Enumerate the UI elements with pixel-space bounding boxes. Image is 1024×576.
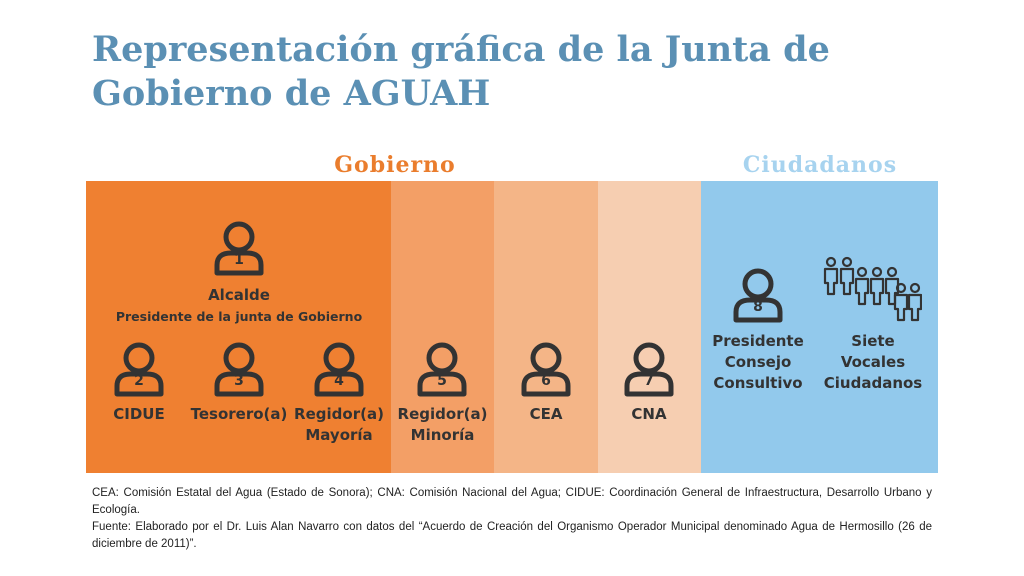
people-group-icon xyxy=(822,256,923,324)
member-regidor-minoria-line2: Minoría xyxy=(410,426,475,444)
vocales-line1: Siete xyxy=(851,332,895,350)
member-tesorero-person-icon: 3 xyxy=(213,341,265,397)
panel-gobierno xyxy=(86,181,391,473)
member-regidor-mayoria-line1: Regidor(a) xyxy=(294,405,384,423)
member-cea-number: 6 xyxy=(541,373,551,389)
member-tesorero-label: Tesorero(a) xyxy=(190,405,288,423)
vocales-ciudadanos-label: Siete Vocales Ciudadanos xyxy=(818,331,928,394)
section-label-ciudadanos: Ciudadanos xyxy=(742,152,898,178)
vocales-line2: Vocales xyxy=(840,353,906,371)
member-regidor-minoria-person-icon: 5 xyxy=(416,341,468,397)
member-cna-person-icon: 7 xyxy=(623,341,675,397)
vocales-line3: Ciudadanos xyxy=(823,374,923,392)
member-regidor-minoria-label: Regidor(a) Minoría xyxy=(392,404,493,446)
member-cna-number: 7 xyxy=(644,373,654,389)
footnote-abbreviations: CEA: Comisión Estatal del Agua (Estado d… xyxy=(92,487,932,516)
panel-ciudadanos xyxy=(701,181,938,473)
citizen-figure-icon xyxy=(823,256,839,296)
member-regidor-mayoria-line2: Mayoría xyxy=(305,426,373,444)
member-regidor-minoria-number: 5 xyxy=(437,373,447,389)
member-presidente-consejo-number: 8 xyxy=(753,299,763,315)
page-title: Representación gráfica de la Junta de Go… xyxy=(92,29,830,114)
member-presidente-consejo-line3: Consultivo xyxy=(713,374,803,392)
member-cidue-label: CIDUE xyxy=(113,405,165,423)
member-regidor-minoria-line1: Regidor(a) xyxy=(397,405,488,423)
member-cea-label: CEA xyxy=(529,405,563,423)
member-cna-label: CNA xyxy=(631,405,667,423)
member-regidor-mayoria-number: 4 xyxy=(334,373,344,389)
citizen-figure-icon xyxy=(884,266,900,306)
panel-cea xyxy=(494,181,598,473)
footnote-source: Fuente: Elaborado por el Dr. Luis Alan N… xyxy=(92,521,932,550)
member-regidor-mayoria-person-icon: 4 xyxy=(313,341,365,397)
member-alcalde-number: 1 xyxy=(234,252,244,268)
member-regidor-mayoria-label: Regidor(a) Mayoría xyxy=(289,404,389,446)
member-presidente-consejo-label: Presidente Consejo Consultivo xyxy=(708,331,808,394)
member-alcalde-label: Alcalde xyxy=(208,286,270,304)
member-cidue-number: 2 xyxy=(134,373,144,389)
footnote: CEA: Comisión Estatal del Agua (Estado d… xyxy=(92,485,932,553)
section-label-gobierno: Gobierno xyxy=(334,152,456,178)
citizen-figure-icon xyxy=(907,282,923,322)
member-tesorero-number: 3 xyxy=(234,373,244,389)
citizen-figure-icon xyxy=(869,266,885,306)
citizen-figure-icon xyxy=(854,266,870,306)
member-alcalde-person-icon: 1 xyxy=(213,220,265,276)
member-cea-person-icon: 6 xyxy=(520,341,572,397)
member-presidente-consejo-line2: Consejo xyxy=(724,353,792,371)
member-presidente-consejo-line1: Presidente xyxy=(712,332,804,350)
citizen-figure-icon xyxy=(893,282,909,322)
member-cidue-person-icon: 2 xyxy=(113,341,165,397)
member-presidente-consejo-person-icon: 8 xyxy=(732,267,784,323)
panel-regidor-minoria xyxy=(391,181,494,473)
panel-cna xyxy=(598,181,701,473)
citizen-figure-icon xyxy=(839,256,855,296)
member-alcalde-sublabel: Presidente de la junta de Gobierno xyxy=(115,309,363,324)
